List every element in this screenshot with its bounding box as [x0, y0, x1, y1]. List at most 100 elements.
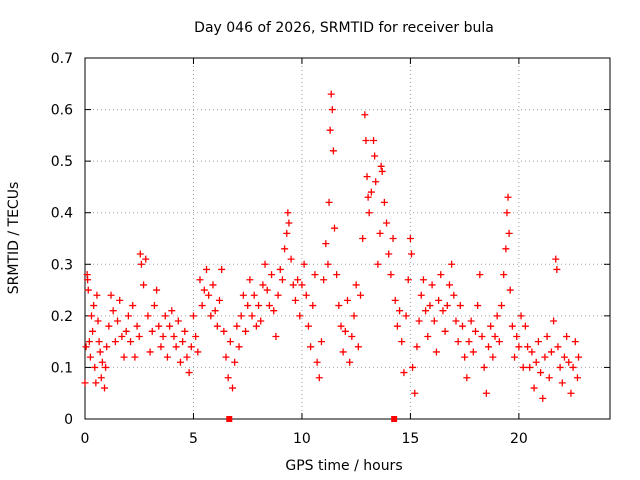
data-point [545, 374, 553, 382]
data-point [556, 363, 564, 371]
data-point [404, 276, 412, 284]
data-point [181, 327, 189, 335]
data-point [237, 312, 245, 320]
data-point [246, 276, 254, 284]
data-point [235, 343, 243, 351]
data-point [463, 374, 471, 382]
data-point [144, 312, 152, 320]
y-tick-label: 0.4 [51, 206, 73, 222]
data-point [456, 302, 464, 310]
data-point [389, 235, 397, 242]
data-point [224, 374, 232, 382]
data-point [142, 255, 150, 263]
data-point [465, 338, 473, 346]
data-point [157, 343, 165, 351]
data-point [454, 338, 462, 346]
data-point [211, 307, 219, 315]
data-point [539, 394, 547, 402]
data-point [450, 291, 458, 299]
data-point [317, 338, 325, 346]
data-point [226, 338, 234, 346]
data-point [383, 219, 391, 227]
data-point [287, 255, 295, 263]
data-point [571, 338, 579, 346]
data-point [432, 348, 440, 356]
data-point [402, 312, 410, 320]
data-point [565, 358, 573, 366]
data-point [322, 240, 330, 248]
data-point [537, 369, 545, 377]
data-point [101, 384, 109, 392]
data-point [437, 271, 445, 279]
data-point [491, 332, 499, 340]
data-point [274, 291, 282, 299]
data-point [426, 302, 434, 310]
grid-lines [85, 58, 610, 419]
data-point [385, 250, 393, 258]
data-point [365, 209, 373, 217]
data-point [371, 152, 379, 160]
data-point [406, 235, 414, 242]
data-point [573, 374, 581, 382]
data-point [281, 245, 289, 253]
data-point [111, 338, 119, 346]
data-point [435, 296, 443, 304]
data-point [377, 162, 385, 170]
data-point [109, 307, 117, 315]
data-point [428, 281, 436, 289]
data-point [419, 276, 427, 284]
data-point [270, 307, 278, 315]
data-point [364, 193, 372, 201]
y-tick-label: 0.7 [51, 51, 73, 67]
axis-ticks: 0 0.1 0.2 0.3 0.4 0.5 0.6 0.7 0 5 10 15 20 [51, 51, 610, 447]
data-point [367, 188, 375, 196]
data-point [84, 286, 92, 294]
data-point [118, 332, 126, 340]
data-point [170, 332, 178, 340]
data-point [387, 271, 395, 279]
data-point [259, 281, 267, 289]
data-point [133, 322, 141, 330]
data-point [150, 302, 158, 310]
data-point [91, 363, 99, 371]
data-point [575, 353, 583, 361]
data-point [530, 384, 538, 392]
data-point [350, 312, 358, 320]
data-point [325, 198, 333, 206]
data-point [503, 209, 511, 217]
data-point [137, 260, 145, 268]
data-point [163, 353, 171, 361]
data-point [248, 312, 256, 320]
data-point [567, 389, 575, 397]
data-point [409, 363, 417, 371]
data-point [476, 271, 484, 279]
data-point [213, 322, 221, 330]
data-point [511, 353, 519, 361]
data-point [183, 353, 191, 361]
data-point [519, 363, 527, 371]
data-point [216, 296, 224, 304]
data-point [359, 235, 367, 242]
data-point [255, 302, 263, 310]
data-point [153, 286, 161, 294]
data-point [341, 327, 349, 335]
data-point [233, 322, 241, 330]
data-point [485, 343, 493, 351]
data-point [517, 312, 525, 320]
data-point [553, 265, 561, 273]
data-point [95, 338, 103, 346]
chart-title: Day 046 of 2026, SRMTID for receiver bul… [194, 20, 494, 36]
data-point [478, 332, 486, 340]
data-point [131, 353, 139, 361]
data-point [344, 296, 351, 304]
data-point [417, 291, 425, 299]
data-point [552, 255, 560, 263]
data-point [363, 173, 371, 181]
data-point [489, 353, 497, 361]
data-point [376, 229, 384, 237]
data-point [461, 353, 469, 361]
data-point [179, 338, 187, 346]
data-point [120, 353, 128, 361]
data-point [430, 317, 438, 325]
data-point [229, 384, 237, 392]
